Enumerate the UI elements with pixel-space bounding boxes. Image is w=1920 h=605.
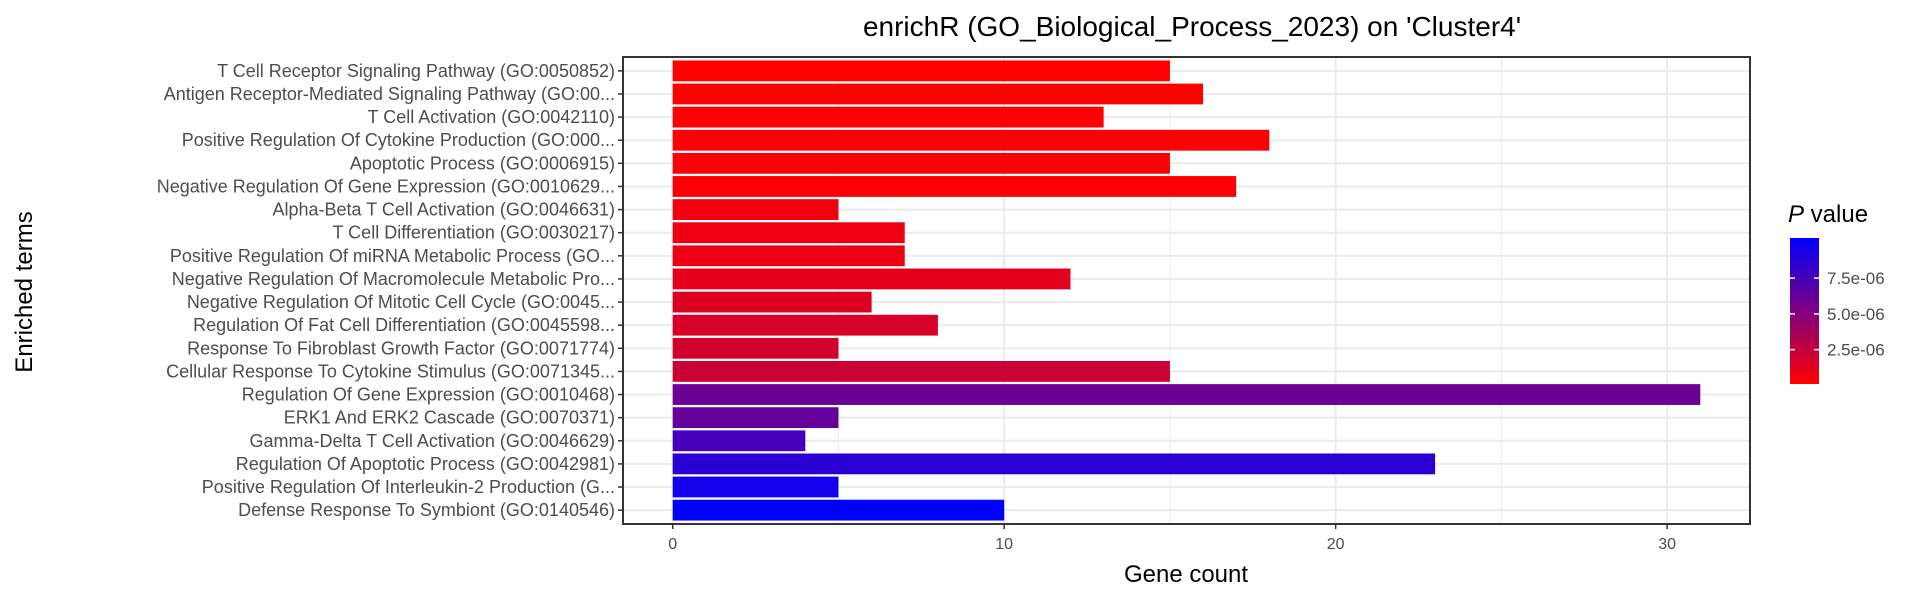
y-tick-label: T Cell Activation (GO:0042110) — [368, 107, 615, 127]
x-tick-label: 10 — [995, 536, 1013, 553]
bar — [672, 314, 938, 336]
y-tick-label: Gamma-Delta T Cell Activation (GO:004662… — [250, 431, 616, 451]
bar — [672, 129, 1270, 151]
legend-title-italic: P — [1788, 201, 1804, 228]
y-tick-label: Regulation Of Apoptotic Process (GO:0042… — [236, 454, 615, 474]
y-tick-label: Response To Fibroblast Growth Factor (GO… — [187, 338, 615, 358]
y-axis-title: Enriched terms — [11, 211, 38, 372]
bar-layer — [672, 60, 1701, 521]
bar — [672, 176, 1237, 197]
bar — [672, 291, 872, 313]
bar — [672, 430, 806, 452]
bar — [672, 384, 1701, 405]
bar — [672, 476, 839, 498]
bar — [672, 337, 839, 359]
y-tick-label: Apoptotic Process (GO:0006915) — [350, 153, 615, 173]
bar — [672, 199, 839, 220]
y-tick-label: Positive Regulation Of Interleukin-2 Pro… — [202, 477, 615, 497]
y-tick-labels: T Cell Receptor Signaling Pathway (GO:00… — [157, 61, 623, 520]
x-tick-labels: 0 10 20 30 — [668, 524, 1676, 553]
x-tick-label: 0 — [668, 536, 677, 553]
x-axis-title: Gene count — [1124, 561, 1248, 588]
legend-title: P value — [1788, 201, 1868, 228]
legend-tick-label: 5.0e-06 — [1827, 305, 1885, 324]
panel-border — [622, 56, 1751, 525]
y-tick-label: Negative Regulation Of Mitotic Cell Cycl… — [187, 292, 615, 312]
y-tick-label: Negative Regulation Of Gene Expression (… — [157, 176, 615, 196]
y-tick-label: T Cell Receptor Signaling Pathway (GO:00… — [217, 61, 615, 81]
legend-tick-label: 2.5e-06 — [1827, 341, 1885, 360]
y-tick-label: Positive Regulation Of miRNA Metabolic P… — [170, 246, 615, 266]
pvalue-legend: P value 2.5e-06 5.0e-06 7.5e-06 — [1788, 201, 1885, 384]
y-tick-label: Cellular Response To Cytokine Stimulus (… — [166, 361, 615, 381]
legend-ticks: 2.5e-06 5.0e-06 7.5e-06 — [1790, 269, 1885, 360]
legend-tick-label: 7.5e-06 — [1827, 269, 1885, 288]
bar — [672, 453, 1436, 475]
legend-colorbar — [1790, 238, 1819, 384]
y-tick-label: Regulation Of Fat Cell Differentiation (… — [193, 315, 615, 335]
y-tick-label: Regulation Of Gene Expression (GO:001046… — [242, 385, 615, 405]
bar — [672, 222, 905, 244]
y-tick-label: Negative Regulation Of Macromolecule Met… — [172, 269, 615, 289]
y-tick-label: ERK1 And ERK2 Cascade (GO:0070371) — [284, 408, 615, 428]
x-tick-label: 20 — [1327, 536, 1345, 553]
y-tick-label: Defense Response To Symbiont (GO:0140546… — [238, 500, 615, 520]
y-tick-label: T Cell Differentiation (GO:0030217) — [333, 223, 615, 243]
y-tick-label: Alpha-Beta T Cell Activation (GO:0046631… — [272, 200, 615, 220]
bar — [672, 106, 1104, 128]
bar — [672, 499, 1005, 521]
bar — [672, 152, 1170, 174]
y-tick-label: Positive Regulation Of Cytokine Producti… — [182, 130, 615, 150]
x-tick-label: 30 — [1658, 536, 1676, 553]
bar — [672, 83, 1204, 105]
y-tick-label: Antigen Receptor-Mediated Signaling Path… — [164, 84, 615, 104]
bar — [672, 361, 1170, 382]
bar — [672, 407, 839, 429]
legend-title-rest: value — [1804, 201, 1868, 228]
bar — [672, 268, 1071, 290]
chart-title: enrichR (GO_Biological_Process_2023) on … — [863, 11, 1521, 42]
bar — [672, 245, 905, 267]
bar — [672, 60, 1170, 82]
